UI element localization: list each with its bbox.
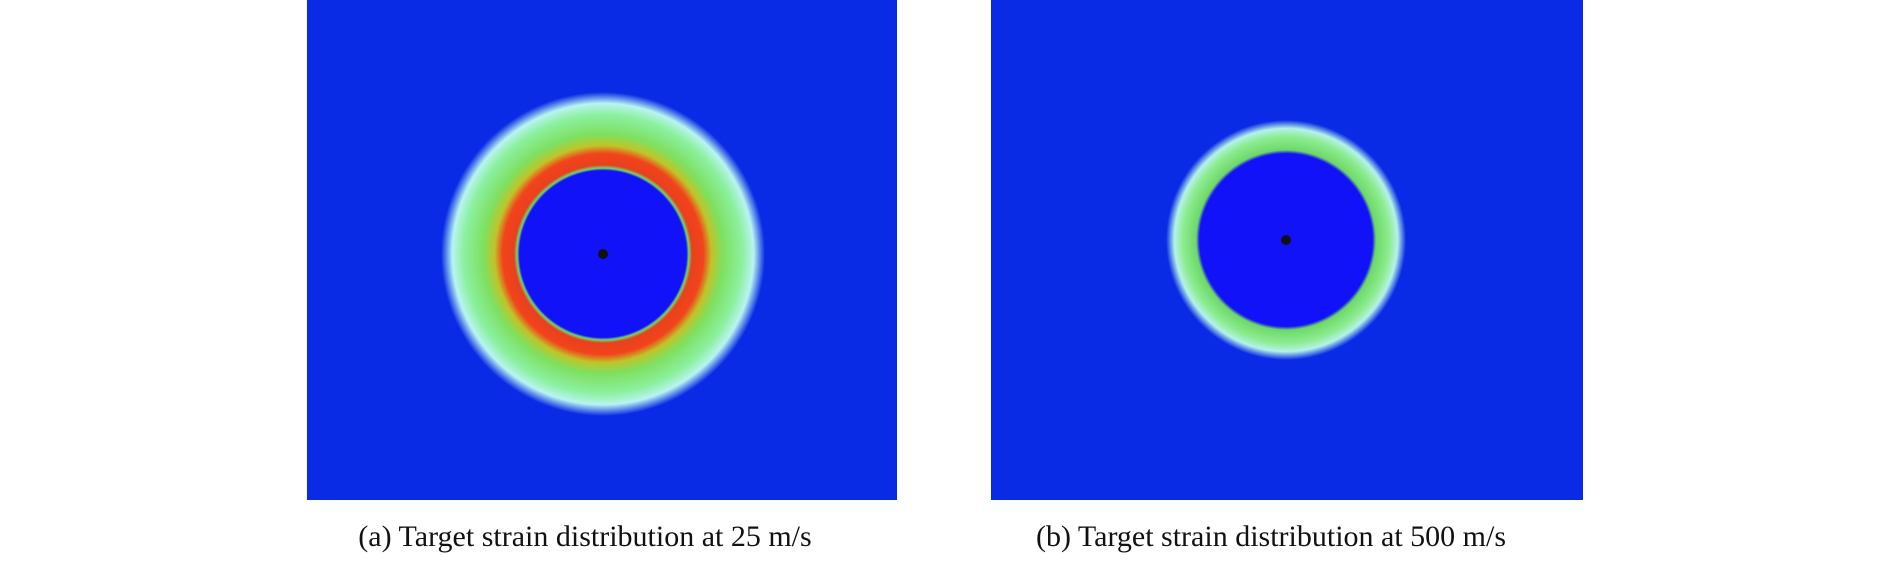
- panel-b: [991, 0, 1583, 500]
- center-point: [598, 249, 608, 259]
- panel-a: [307, 0, 897, 500]
- center-point: [1281, 235, 1291, 245]
- caption: (b) Target strain distribution at 500 m/…: [1035, 520, 1507, 553]
- caption: (a) Target strain distribution at 25 m/s: [358, 520, 812, 553]
